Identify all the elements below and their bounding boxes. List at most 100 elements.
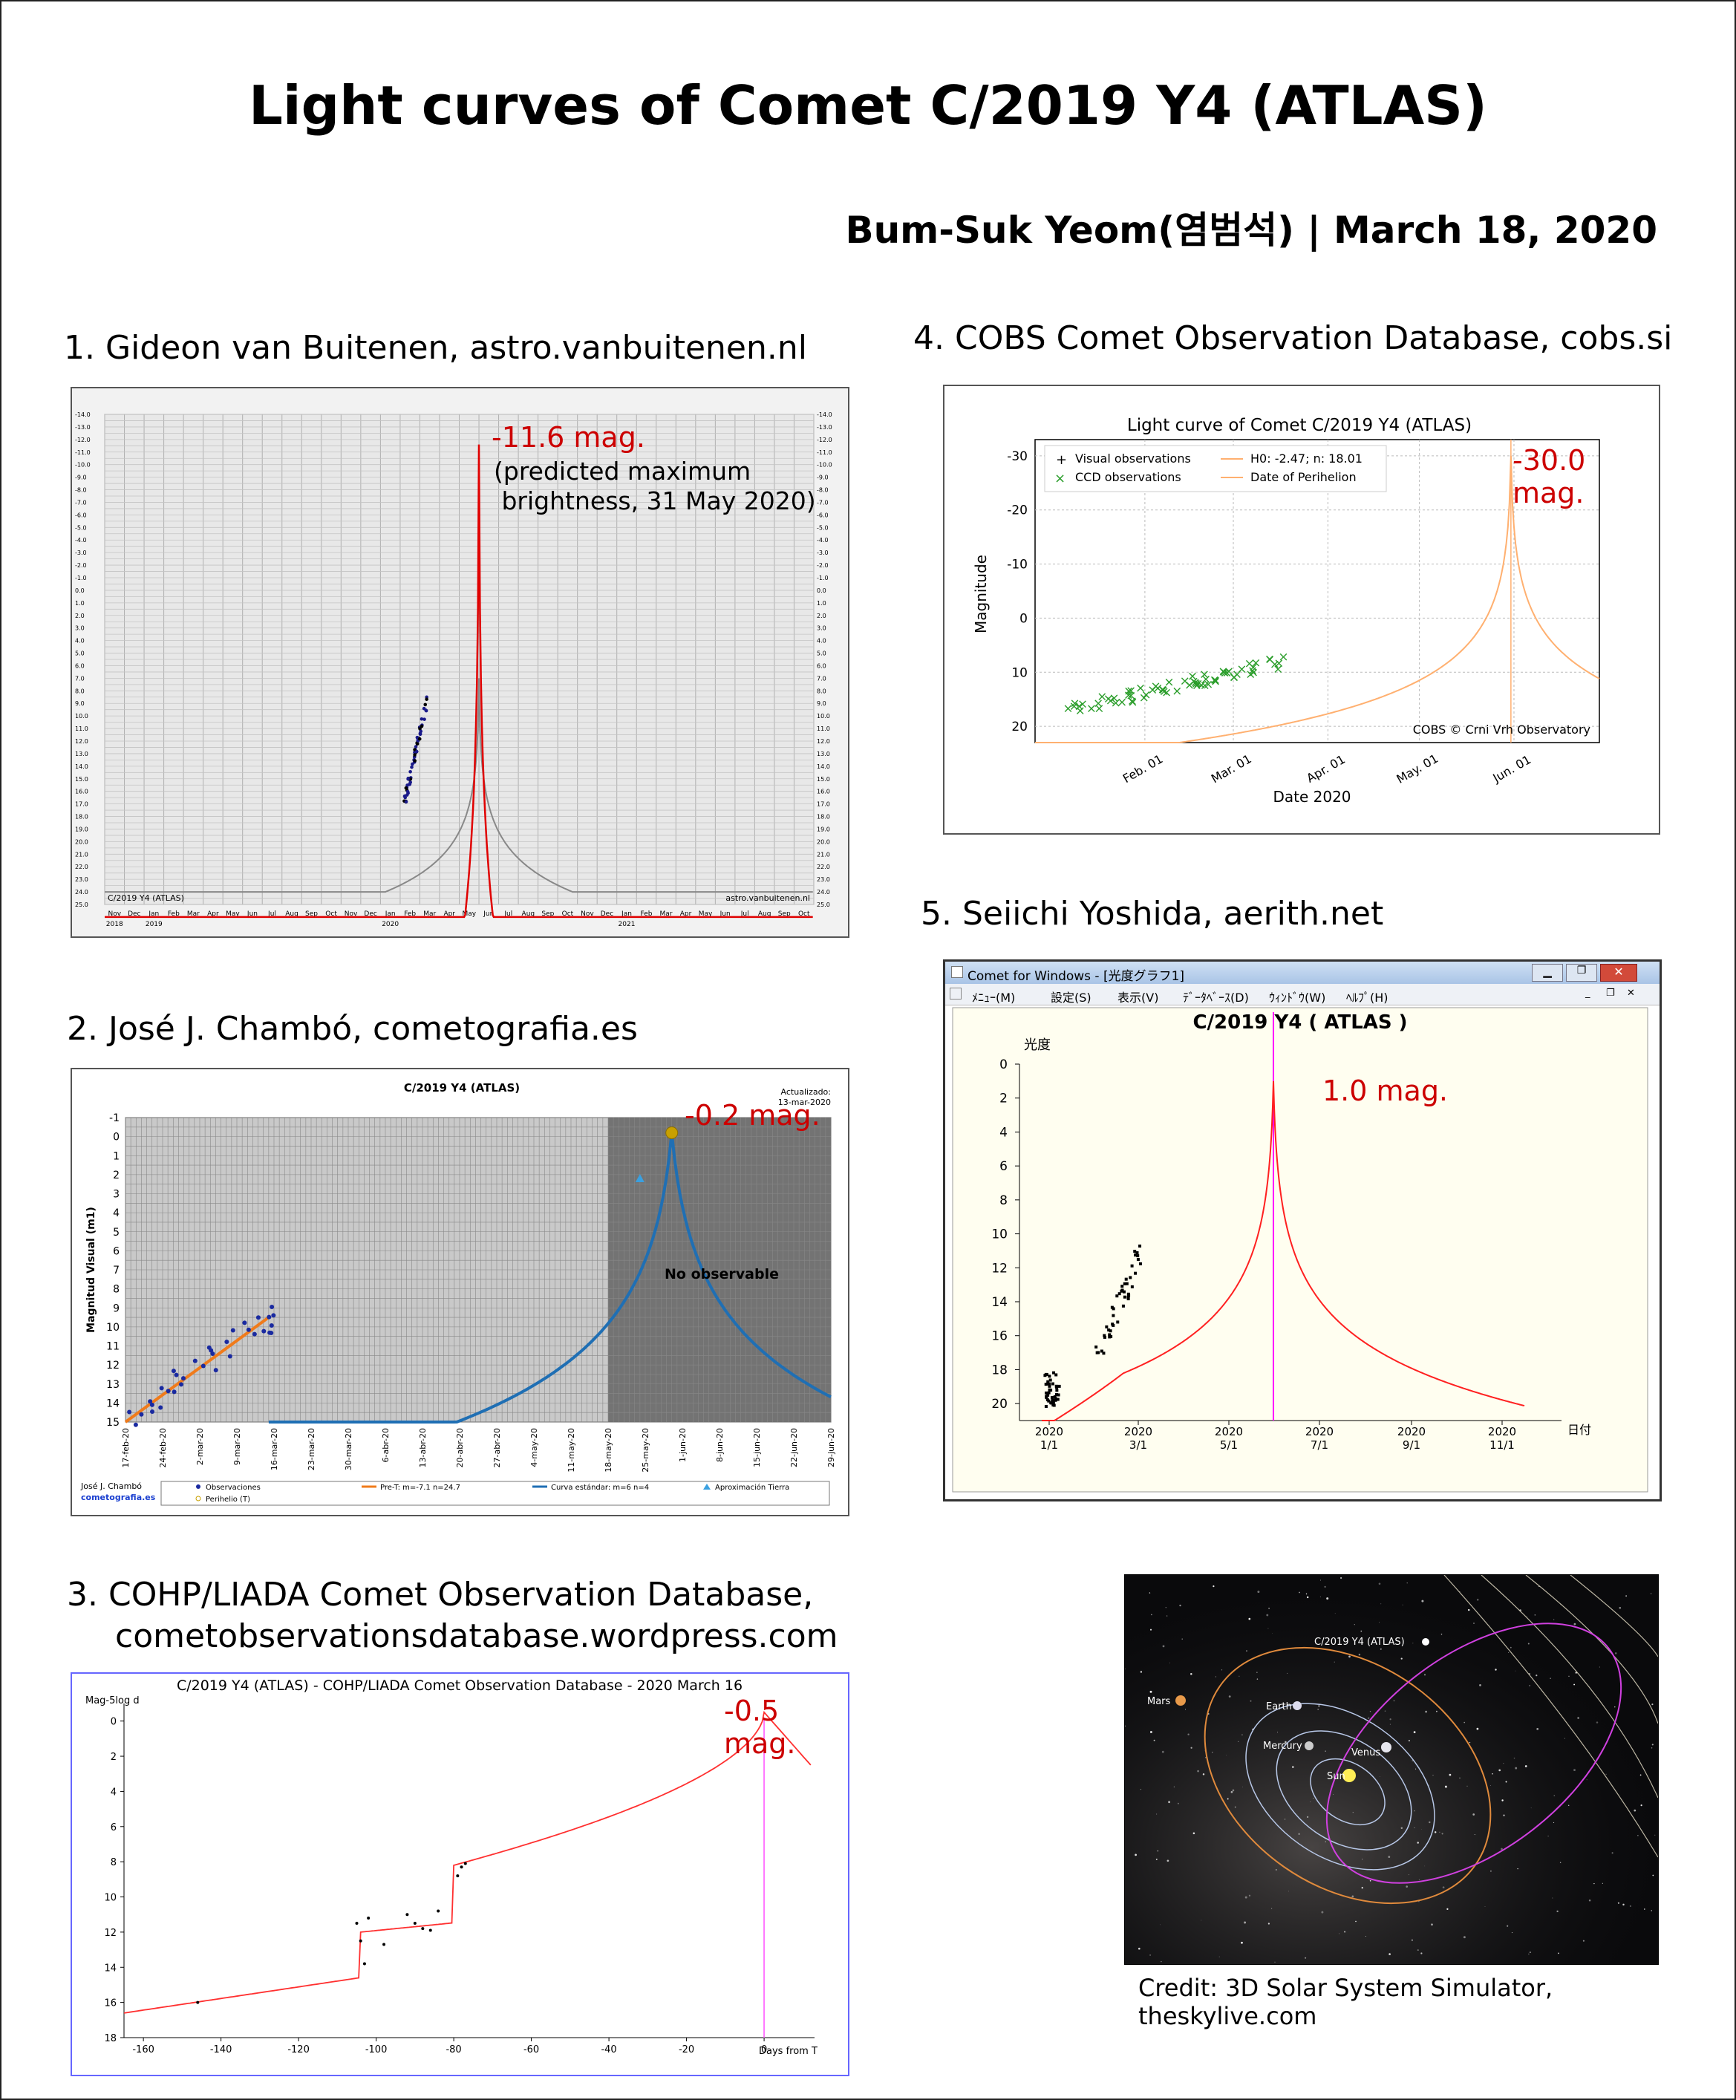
y-tick-right: 2.0 [817,613,826,619]
observation-point [413,759,417,763]
ccd-observation: × [1126,684,1136,699]
ccd-observation: × [1201,672,1211,687]
legend-pret: Pre-T: m=-7.1 n=24.7 [380,1484,460,1492]
child-minimize-button[interactable]: _ [1585,988,1590,999]
observation-point [417,737,422,741]
earth-approach-marker [635,1174,645,1182]
ccd-observation: × [1248,665,1259,680]
observation-point [269,1323,274,1328]
close-button[interactable]: ✕ [1600,964,1637,982]
star [1274,1961,1276,1963]
menu-view[interactable]: 表示(V) [1117,991,1159,1005]
observation-point [1136,1254,1140,1258]
panel2-footer-site: cometografia.es [81,1493,156,1502]
x-tick-year: 2020 [1488,1425,1516,1438]
star [1365,1935,1366,1937]
y-tick-right: -2.0 [817,562,829,569]
star [1354,1624,1355,1625]
observation-point [355,1922,359,1925]
observation-point [1120,1285,1124,1288]
menu-help[interactable]: ﾍﾙﾌﾟ(H) [1346,991,1389,1005]
child-restore-button[interactable]: ❐ [1606,988,1615,999]
panel5-title: C/2019 Y4 ( ATLAS ) [1192,1011,1407,1034]
restore-button[interactable]: ❐ [1566,964,1597,982]
observation-point [460,1865,463,1869]
ccd-observation: × [1158,683,1168,698]
star [1568,1804,1570,1806]
legend-peri-marker [195,1496,201,1501]
y-tick-left: -3.0 [75,550,87,556]
ccd-observation: × [1068,699,1079,714]
y-tick-left: 11.0 [75,725,88,732]
y-tick-right: -13.0 [817,424,832,431]
y-tick-left: 19.0 [75,826,88,832]
menu-window[interactable]: ｳｨﾝﾄﾞｳ(W) [1269,991,1326,1005]
x-tick: 24-feb-20 [158,1428,168,1468]
star [1439,1831,1440,1833]
y-tick-left: -1.0 [75,575,87,581]
y-tick-left: 22.0 [75,864,88,870]
ccd-observation: × [1126,688,1136,703]
star [1406,1582,1408,1584]
star [1292,1766,1294,1768]
star [1244,1921,1247,1924]
panel5-window-title: Comet for Windows - [光度グラフ1] [967,969,1185,984]
y-tick: 12 [104,1928,117,1939]
star [1577,1717,1579,1719]
y-tick: -1 [109,1112,120,1124]
ccd-observation: × [1074,700,1084,714]
observation-point [421,1927,425,1931]
star [1400,1657,1403,1660]
x-tick: Oct [798,910,810,918]
x-tick: Aug [522,910,535,918]
y-tick-left: 6.0 [75,662,85,669]
x-tick: Mar [423,910,436,918]
star [1651,1747,1653,1749]
y-tick: 4 [999,1125,1008,1140]
observation-point [1048,1375,1051,1378]
y-tick-right: -10.0 [817,462,832,469]
observation-point [1123,1295,1126,1299]
ccd-observation: × [1127,694,1138,708]
minimize-button[interactable]: ▁ [1532,964,1563,982]
x-tick: Dec [601,910,613,918]
observation-point [1052,1371,1056,1375]
ccd-observation: × [1191,676,1201,691]
star [1421,1829,1422,1830]
x-tick: -60 [523,2044,539,2055]
star [1187,1733,1190,1735]
x-tick: Jun [483,910,494,918]
panel2-no-observable: No observable [665,1266,779,1282]
x-tick: Nov [108,910,121,918]
ccd-observation: × [1117,695,1127,710]
y-tick-right: -14.0 [817,411,832,418]
observation-point [267,1314,272,1320]
menu-database[interactable]: ﾃﾞｰﾀﾍﾞｰｽ(D) [1183,991,1249,1005]
y-tick-right: 15.0 [817,776,830,783]
observation-point [1054,1393,1058,1397]
child-close-button[interactable]: ✕ [1627,988,1635,999]
x-tick: Jun [719,910,731,918]
observation-point [1102,1351,1106,1355]
observation-point [1048,1384,1051,1388]
observation-point [419,729,423,734]
x-tick-date: 5/1 [1220,1438,1238,1452]
star [1179,1604,1181,1607]
x-year: 2018 [106,921,123,928]
star [1192,1832,1195,1835]
observation-point [1117,1292,1121,1296]
menu-menu[interactable]: ﾒﾆｭｰ(M) [972,991,1016,1005]
ccd-observation: × [1184,678,1195,693]
mercury-marker [1305,1741,1314,1750]
star [1168,1801,1171,1804]
ccd-observation: × [1203,677,1213,692]
star [1317,1709,1319,1710]
y-tick-right: 6.0 [817,662,826,669]
y-tick: 14 [106,1398,120,1409]
ccd-observation: × [1097,690,1107,705]
y-tick: 18 [104,2033,117,2044]
y-tick-right: 21.0 [817,851,830,858]
menu-settings[interactable]: 設定(S) [1051,991,1091,1005]
y-tick: 2 [999,1092,1008,1106]
observation-point [159,1386,164,1391]
